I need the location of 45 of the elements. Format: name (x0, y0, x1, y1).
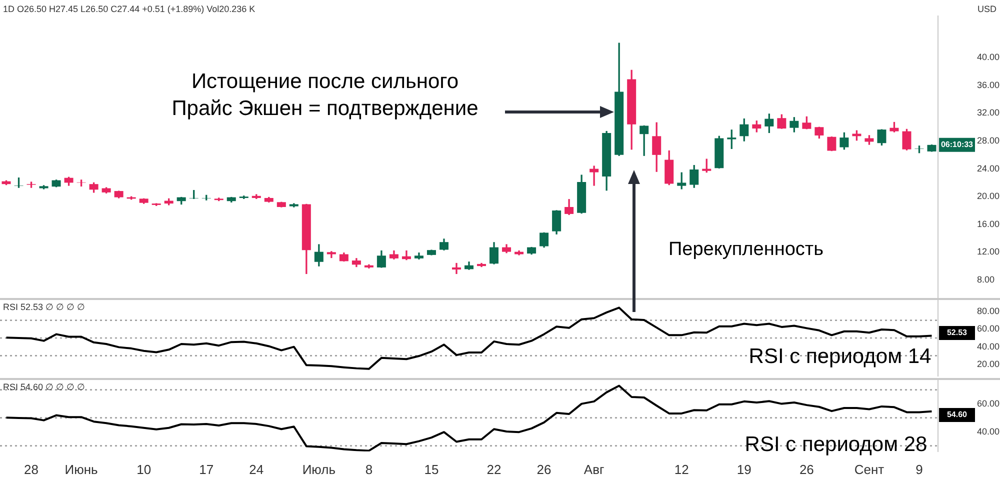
y-tick-label: 36.00 (977, 80, 1000, 90)
y-tick-label: 32.00 (977, 108, 1000, 118)
x-tick-label: 22 (486, 462, 502, 477)
x-tick-label: Июль (302, 462, 336, 477)
y-tick-label: 60.00 (977, 324, 1000, 334)
x-tick-label: 17 (199, 462, 214, 477)
y-tick-label: 8.00 (977, 274, 995, 284)
y-tick-label: 40.00 (977, 426, 1000, 436)
text: 52.53 (946, 328, 968, 338)
x-tick-label: Авг (584, 462, 604, 477)
x-tick-label: Июнь (64, 462, 98, 477)
x-tick-label: 28 (24, 462, 38, 477)
text: 54.60 (946, 410, 968, 420)
candlestick (452, 262, 461, 274)
y-tick-label: 20.00 (977, 191, 1000, 202)
annotation: Перекупленность (668, 239, 824, 260)
x-tick-label: 24 (249, 462, 264, 477)
chart-title: RSI 54.60 ∅ ∅ ∅ ∅ (3, 382, 86, 392)
x-tick-label: 26 (536, 462, 552, 477)
x-tick-label: 8 (365, 462, 373, 477)
y-axis-title: USD (977, 4, 997, 14)
x-tick-label: Сент (854, 462, 884, 477)
y-tick-label: 60.00 (977, 398, 1000, 408)
x-tick-label: 9 (916, 462, 923, 477)
annotation: RSI с периодом 28 (744, 432, 928, 456)
y-tick-label: 16.00 (977, 218, 1000, 229)
y-tick-label: 12.00 (977, 246, 1000, 257)
y-tick-label: 40.00 (977, 52, 1000, 62)
y-tick-label: 40.00 (977, 341, 1000, 352)
x-tick-label: 10 (136, 462, 152, 477)
y-tick-label: 20.00 (977, 358, 1000, 369)
annotation: Истощение после сильного (191, 70, 459, 93)
annotation: Прайс Экшен = подтверждение (172, 96, 478, 120)
candlestick (590, 166, 599, 186)
y-tick-label: 24.00 (977, 163, 1000, 174)
chart-subtitle: 1D O26.50 H27.45 L26.50 C27.44 +0.51 (+1.89%) Vol20.236 K (3, 4, 256, 14)
annotation: 06:10:33 (940, 140, 974, 150)
x-tick-label: 19 (736, 462, 752, 477)
chart-title: RSI 52.53 ∅ ∅ ∅ ∅ (3, 302, 86, 312)
y-tick-label: 28.00 (977, 136, 1000, 146)
y-tick-label: 80.00 (977, 306, 1000, 316)
x-tick-label: 12 (674, 462, 689, 477)
annotation: RSI с периодом 14 (748, 344, 932, 368)
x-tick-label: 15 (424, 462, 439, 477)
x-tick-label: 26 (799, 462, 814, 477)
